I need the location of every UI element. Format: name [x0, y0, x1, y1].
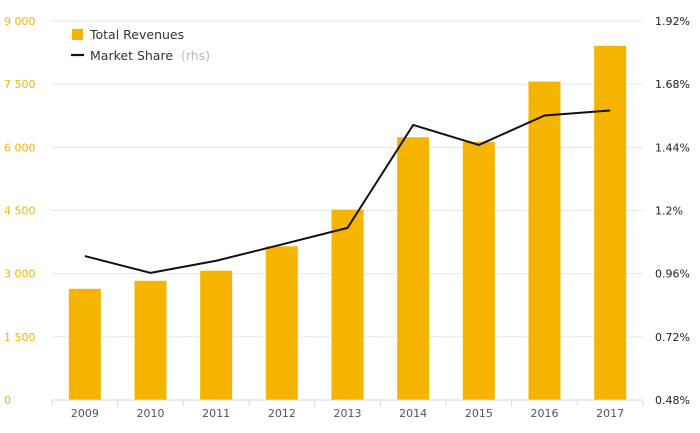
y-axis-right: 0.48% 0.72% 0.96% 1.2% 1.44% 1.68% 1.92% [655, 15, 690, 407]
legend-label-market-share: Market Share [90, 48, 173, 63]
market-share-line [84, 109, 611, 274]
x-tick-label: 2012 [268, 407, 296, 420]
bar-total-revenues [528, 81, 561, 400]
bar-total-revenues [594, 45, 627, 401]
bar-total-revenues [331, 209, 364, 400]
y-right-tick-label: 1.44% [655, 141, 690, 154]
legend-note-rhs: (rhs) [181, 48, 210, 63]
x-tick-label: 2015 [465, 407, 493, 420]
x-tick-label: 2014 [399, 407, 427, 420]
x-tick-label: 2016 [531, 407, 559, 420]
bar-total-revenues [68, 288, 101, 400]
x-tick-label: 2010 [137, 407, 165, 420]
y-left-tick-label: 1 500 [4, 331, 36, 344]
bar-total-revenues [397, 137, 430, 400]
y-right-tick-label: 1.92% [655, 15, 690, 28]
y-left-tick-label: 6 000 [4, 141, 36, 154]
y-left-tick-label: 3 000 [4, 268, 36, 281]
x-tick-label: 2011 [202, 407, 230, 420]
x-axis: 2009 2010 2011 2012 2013 2014 2015 2016 2017 [51, 399, 644, 420]
y-left-tick-label: 7 500 [4, 78, 36, 91]
y-axis-left: 0 1 500 3 000 4 500 6 000 7 500 9 000 [4, 15, 36, 407]
x-tick-label: 2017 [596, 407, 624, 420]
y-right-tick-label: 1.68% [655, 78, 690, 91]
y-left-tick-label: 4 500 [4, 205, 36, 218]
bars [68, 45, 627, 401]
bar-total-revenues [265, 246, 298, 400]
svg-text:Market Share (rhs): Market Share (rhs) [90, 48, 210, 63]
y-right-tick-label: 1.2% [655, 205, 683, 218]
x-tick-label: 2009 [71, 407, 99, 420]
bar-total-revenues [462, 141, 495, 400]
legend-swatch-total-revenues [72, 29, 83, 40]
y-right-tick-label: 0.48% [655, 394, 690, 407]
legend: Total Revenues Market Share (rhs) [71, 27, 210, 63]
y-left-tick-label: 0 [4, 394, 11, 407]
y-left-tick-label: 9 000 [4, 15, 36, 28]
y-right-tick-label: 0.96% [655, 268, 690, 281]
legend-label-total-revenues: Total Revenues [89, 27, 184, 42]
x-tick-label: 2013 [334, 407, 362, 420]
y-right-tick-label: 0.72% [655, 331, 690, 344]
bar-total-revenues [200, 270, 233, 400]
bar-total-revenues [134, 280, 167, 400]
